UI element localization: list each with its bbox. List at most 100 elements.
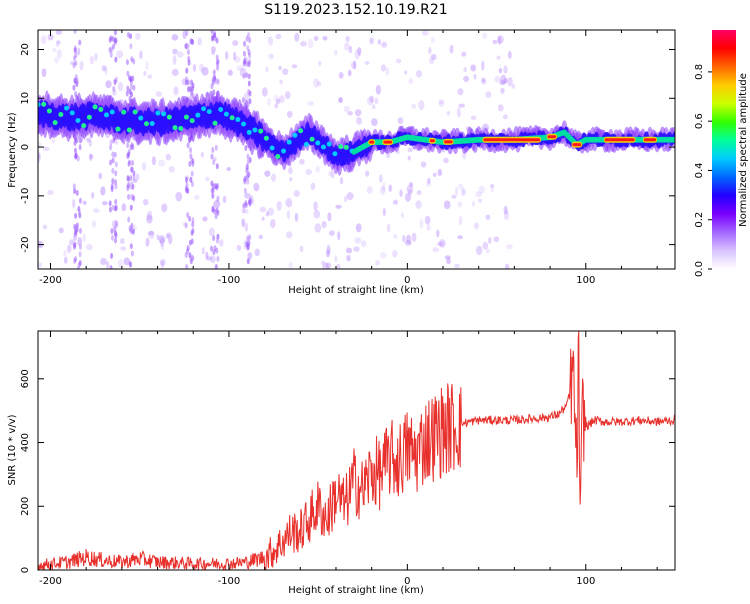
spectrogram-noise (111, 219, 119, 229)
spectrogram-streak (216, 233, 220, 240)
spectrogram-noise (52, 47, 57, 53)
spectrogram-streak (186, 142, 190, 149)
spectrogram-peak (269, 145, 275, 151)
spectrogram-noise (88, 140, 93, 147)
spectrogram-noise (171, 34, 179, 41)
spectrogram-streak (77, 262, 81, 269)
spectrogram-noise (192, 63, 197, 72)
spectrogram-noise (351, 61, 356, 69)
spectrogram-streak (73, 55, 77, 62)
spectrogram-noise (241, 208, 246, 214)
spectrogram-noise (93, 208, 100, 213)
spectrogram-streak (128, 74, 132, 81)
spectrogram-noise (482, 32, 487, 39)
spectrogram-noise (354, 109, 362, 117)
spectrogram-noise (313, 35, 319, 42)
spectrogram-streak (246, 44, 250, 51)
spectrogram-noise (392, 199, 399, 205)
spectrogram-noise (427, 177, 431, 184)
spectrogram-noise (471, 201, 476, 207)
spectrogram-noise (457, 201, 463, 208)
spectrogram-noise (494, 75, 501, 83)
spectrogram-streak (190, 79, 194, 86)
spectrogram-streak (191, 92, 195, 99)
spectrogram-noise (369, 37, 374, 45)
spectrogram-streak (244, 175, 248, 182)
spectrogram-noise (416, 190, 422, 195)
spectrogram-peak (201, 106, 207, 112)
spectrogram-noise (89, 55, 94, 65)
spectrogram-noise (458, 103, 466, 108)
spectrogram-streak (188, 215, 192, 222)
spectrogram-noise (488, 237, 492, 244)
spectrogram-streak (76, 265, 80, 269)
spectrogram-noise (470, 115, 477, 120)
spectrogram-noise (211, 46, 216, 53)
spectrogram-noise (438, 100, 445, 107)
spectrogram-noise (485, 91, 492, 99)
spectrogram-noise (397, 117, 404, 125)
spectrogram-streak (189, 146, 193, 153)
spectrogram-noise (404, 70, 408, 75)
spectrogram-streak (131, 183, 135, 190)
spectrogram-noise (320, 260, 326, 266)
spectrogram-peak (246, 129, 252, 135)
spectrogram-streak (109, 159, 113, 166)
spectrogram-peak (263, 135, 269, 141)
spectrogram-noise (407, 147, 413, 153)
spectrogram-streak (185, 263, 189, 269)
spectrogram-noise (293, 190, 300, 197)
spectrogram-peak (212, 120, 218, 126)
spectrogram-noise (38, 154, 41, 163)
spectrogram-noise (72, 198, 76, 209)
spectrogram-noise (269, 218, 276, 229)
spectrogram-noise (343, 195, 348, 203)
spectrogram-peak (189, 118, 195, 124)
spectrogram-peak (223, 111, 229, 117)
spectrogram-noise (430, 36, 435, 43)
spectrogram-peak (195, 112, 201, 118)
spectrogram-streak (243, 58, 247, 65)
spectrogram-noise (267, 97, 271, 106)
spectrogram-noise (432, 247, 440, 253)
snr-y-tick-label: 600 (20, 369, 31, 388)
spectrogram-noise (227, 69, 233, 76)
spectrogram-noise (481, 60, 485, 71)
spectrogram-noise (160, 244, 165, 250)
spectrogram-peak (229, 115, 235, 121)
spectrogram-noise (499, 80, 506, 86)
spectrogram-peak (326, 141, 332, 147)
spectrogram-noise (268, 53, 274, 60)
spectrogram-noise (345, 247, 353, 254)
spectrogram-streak (184, 43, 188, 50)
spectrogram-noise (288, 166, 293, 175)
spectrogram-noise (382, 182, 386, 192)
spectrogram-streak (113, 151, 117, 158)
spectrogram-noise (428, 57, 435, 65)
spectrogram-noise (56, 49, 62, 59)
spectrogram-noise (396, 58, 402, 64)
spectrogram-streak (247, 49, 251, 56)
spectrogram-noise (356, 116, 362, 125)
spectrogram-noise (41, 68, 47, 77)
spectrogram-noise (318, 60, 322, 67)
spectrogram-noise (143, 71, 147, 77)
spectrogram-streak (75, 77, 79, 84)
spectrogram-streak (73, 241, 77, 248)
spectrogram-streak (111, 177, 115, 184)
spectrogram-noise (511, 84, 516, 89)
spectrogram-streak (78, 197, 82, 204)
spectrogram-noise (337, 231, 341, 241)
spectrogram-noise (226, 166, 232, 172)
spectrogram-noise (463, 75, 470, 82)
spectrogram-streak (113, 30, 117, 36)
spectrogram-peak (81, 123, 87, 129)
spectrogram-peak (52, 120, 58, 126)
spectrogram-noise (485, 214, 491, 220)
spectrogram-noise (470, 64, 477, 72)
spectrogram-noise (261, 216, 265, 221)
spectrogram-y-tick-label: -20 (20, 236, 31, 252)
snr-y-tick-label: 400 (20, 433, 31, 452)
spectrogram-streak (216, 255, 220, 262)
spectrogram-streak (214, 144, 218, 151)
